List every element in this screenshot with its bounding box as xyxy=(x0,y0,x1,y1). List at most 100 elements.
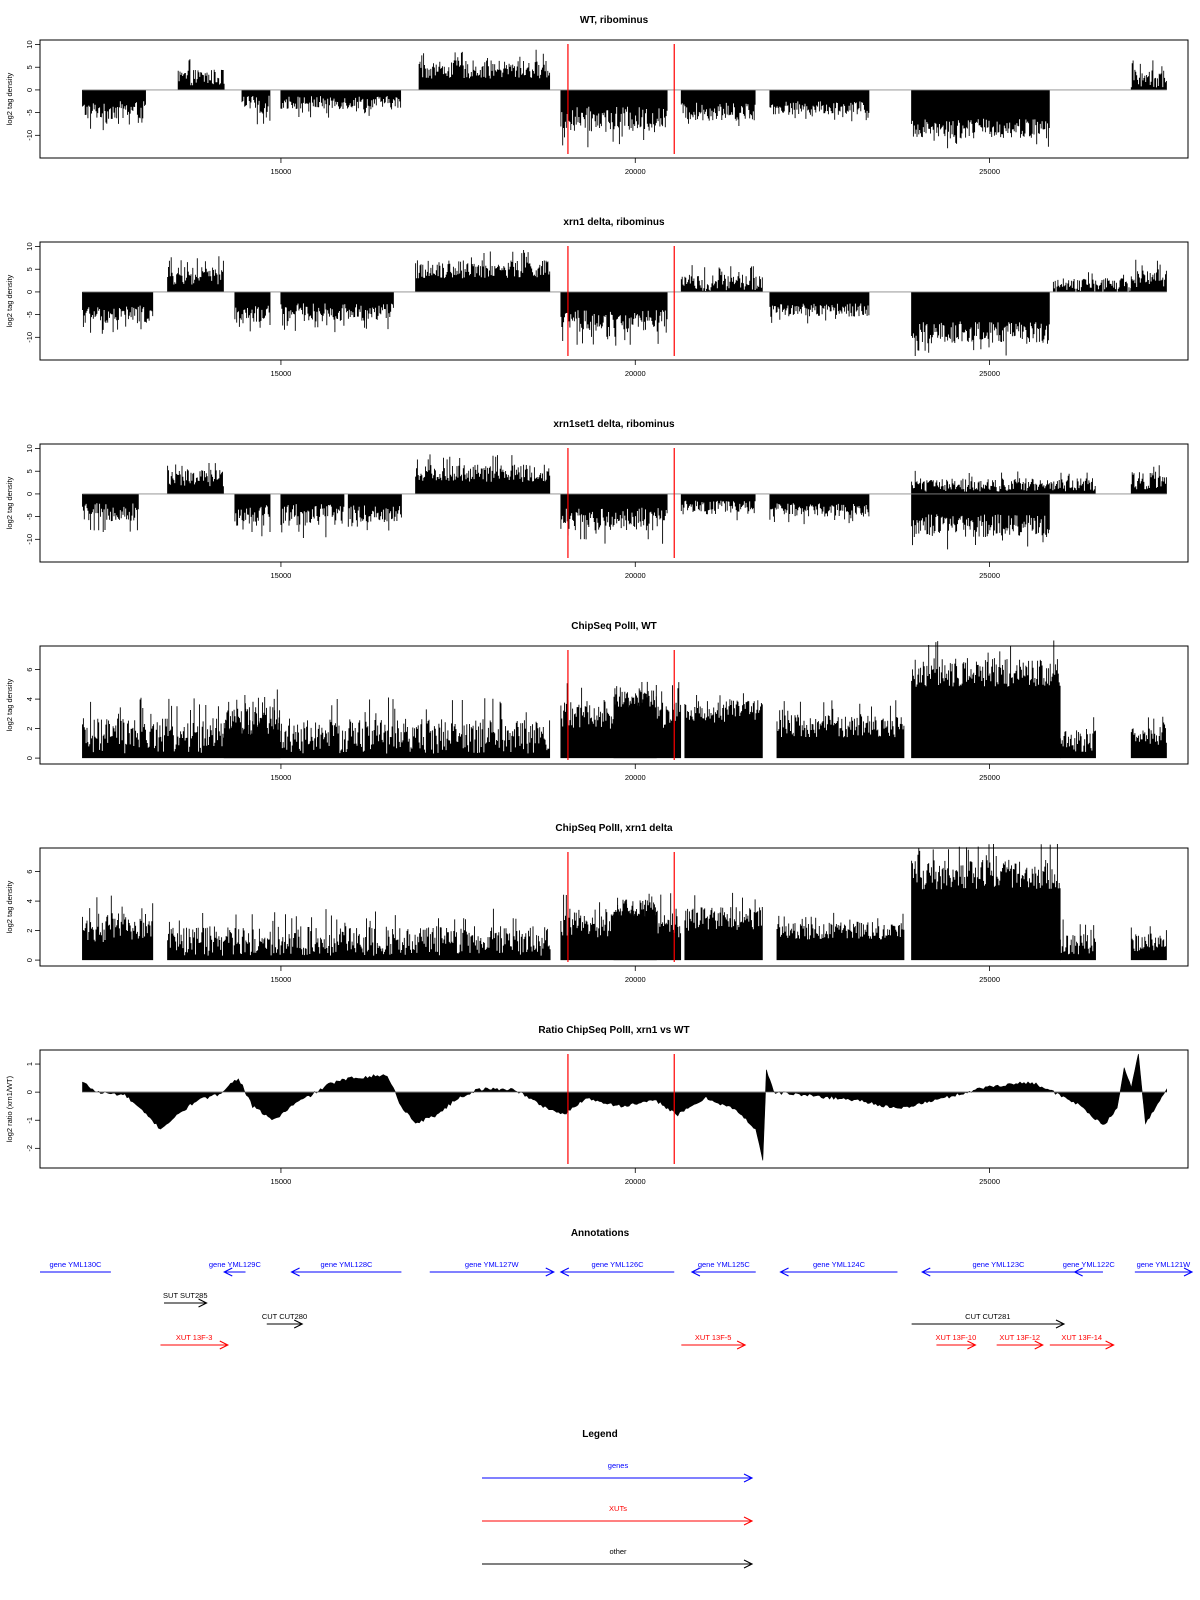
signal-bar-segment xyxy=(1130,60,1167,90)
x-tick-label: 20000 xyxy=(625,773,646,782)
signal-bar-segment xyxy=(82,493,139,532)
chart-title: xrn1set1 delta, ribominus xyxy=(553,419,675,430)
annotation-feature: CUT CUT281 xyxy=(911,1312,1066,1329)
x-tick-label: 25000 xyxy=(979,773,1000,782)
arrow-head-left-icon xyxy=(921,1267,931,1277)
annotation-feature: gene YML122C xyxy=(1063,1260,1116,1277)
x-tick-label: 20000 xyxy=(625,1177,646,1186)
data-marks xyxy=(82,1053,1167,1161)
annotation-feature: XUT 13F-10 xyxy=(936,1333,977,1350)
arrow-head-left-icon xyxy=(690,1267,701,1277)
legend-label: XUTs xyxy=(609,1504,627,1513)
legend-title: Legend xyxy=(582,1429,618,1440)
arrow-head-right-icon xyxy=(293,1319,304,1329)
chart-panel-4: ChipSeq PolII, xrn1 delta 0 2 4 6 log2 tag de… xyxy=(5,823,1189,984)
legend-item: other xyxy=(482,1547,754,1569)
x-axis: 15000 20000 25000 xyxy=(271,360,1000,378)
x-axis: 15000 20000 25000 xyxy=(271,764,1000,782)
y-axis: 10 5 0 -5 -10 xyxy=(25,40,40,141)
arrow-head-right-icon xyxy=(1034,1340,1044,1350)
legend-item: XUTs xyxy=(482,1504,754,1526)
annotation-feature: XUT 13F-12 xyxy=(996,1333,1044,1350)
plot-frame xyxy=(39,645,1189,765)
feature-label: CUT CUT281 xyxy=(965,1312,1010,1321)
x-axis: 15000 20000 25000 xyxy=(271,1168,1000,1186)
plot-frame xyxy=(39,39,1189,159)
chart-title: xrn1 delta, ribominus xyxy=(563,217,665,228)
arrow-head-right-icon xyxy=(545,1267,555,1277)
feature-label: gene YML121W xyxy=(1137,1260,1192,1269)
y-tick-label: 0 xyxy=(25,756,34,760)
signal-bar-segment xyxy=(167,908,551,961)
arrow-head-right-icon xyxy=(743,1559,754,1569)
feature-label: SUT SUT285 xyxy=(163,1291,207,1300)
y-axis: 1 0 -1 -2 xyxy=(25,1062,40,1152)
signal-bar-segment xyxy=(560,493,668,544)
x-axis: 15000 20000 25000 xyxy=(271,966,1000,984)
signal-bar-segment xyxy=(418,49,551,90)
data-marks xyxy=(82,454,1167,550)
annotation-feature: gene YML124C xyxy=(779,1260,898,1277)
chart-title: ChipSeq PolII, WT xyxy=(571,621,657,632)
arrow-head-right-icon xyxy=(1183,1267,1194,1277)
signal-bar-segment xyxy=(1059,919,1096,961)
feature-label: XUT 13F-3 xyxy=(176,1333,213,1342)
data-marks xyxy=(82,49,1167,149)
signal-bar-segment xyxy=(911,493,1050,550)
signal-bar-segment xyxy=(167,256,224,292)
arrow-head-left-icon xyxy=(559,1267,570,1277)
feature-label: gene YML130C xyxy=(49,1260,102,1269)
chart-title: ChipSeq PolII, xrn1 delta xyxy=(555,823,673,834)
annotation-feature: XUT 13F-3 xyxy=(160,1333,230,1350)
feature-label: gene YML127W xyxy=(465,1260,520,1269)
x-tick-label: 25000 xyxy=(979,167,1000,176)
chart-panel-2: xrn1set1 delta, ribominus 10 5 0 -5 -10 log2 t… xyxy=(5,419,1189,580)
annotation-feature: XUT 13F-5 xyxy=(681,1333,747,1350)
arrow-head-right-icon xyxy=(743,1473,754,1483)
annotation-feature: gene YML130C xyxy=(40,1260,111,1273)
y-axis-label: log2 tag density xyxy=(5,880,14,933)
feature-label: XUT 13F-12 xyxy=(999,1333,1040,1342)
signal-bar-segment xyxy=(684,693,763,759)
signal-bar-segment xyxy=(1130,465,1167,494)
y-tick-label: -10 xyxy=(25,332,34,343)
legend-panel: Legend genes XUTs other xyxy=(482,1429,754,1569)
arrow-head-right-icon xyxy=(198,1298,208,1308)
y-axis: 10 5 0 -5 -10 xyxy=(25,242,40,343)
signal-bar-segment xyxy=(911,470,1096,494)
x-tick-label: 25000 xyxy=(979,975,1000,984)
data-marks xyxy=(82,640,1167,759)
chart-panel-3: ChipSeq PolII, WT 0 2 4 6 log2 tag density 150… xyxy=(5,621,1189,782)
y-axis-label: log2 tag density xyxy=(5,476,14,529)
chart-panel-1: xrn1 delta, ribominus 10 5 0 -5 -10 log2 tag d… xyxy=(5,217,1189,378)
signal-bar-segment xyxy=(415,250,551,292)
signal-bar-segment xyxy=(613,893,657,961)
x-tick-label: 15000 xyxy=(271,975,292,984)
signal-bar-segment xyxy=(769,89,870,122)
feature-label: gene YML123C xyxy=(972,1260,1025,1269)
feature-label: gene YML125C xyxy=(698,1260,751,1269)
signal-bar-segment xyxy=(911,844,1061,961)
signal-bar-segment xyxy=(167,463,224,494)
feature-label: gene YML122C xyxy=(1063,1260,1116,1269)
annotation-feature: gene YML126C xyxy=(559,1260,675,1277)
y-tick-label: 0 xyxy=(25,290,34,294)
x-tick-label: 25000 xyxy=(979,1177,1000,1186)
arrow-head-right-icon xyxy=(736,1340,747,1350)
chart-panel-0: WT, ribominus 10 5 0 -5 -10 log2 tag density 15… xyxy=(5,15,1189,176)
signal-bar-segment xyxy=(680,89,756,126)
signal-bar-segment xyxy=(776,700,905,759)
plot-frame xyxy=(39,1049,1189,1169)
y-tick-label: -1 xyxy=(25,1117,34,1124)
data-marks xyxy=(82,250,1167,356)
signal-bar-segment xyxy=(241,89,271,125)
y-tick-label: -2 xyxy=(25,1145,34,1152)
x-tick-label: 25000 xyxy=(979,369,1000,378)
legend-item: genes xyxy=(482,1461,754,1483)
annotation-feature: gene YML128C xyxy=(290,1260,402,1277)
y-axis-label: log2 ratio (xrn1/WT) xyxy=(5,1075,14,1142)
chart-title: Ratio ChipSeq PolII, xrn1 vs WT xyxy=(538,1025,689,1036)
y-axis-label: log2 tag density xyxy=(5,274,14,327)
signal-bar-segment xyxy=(1130,716,1167,759)
